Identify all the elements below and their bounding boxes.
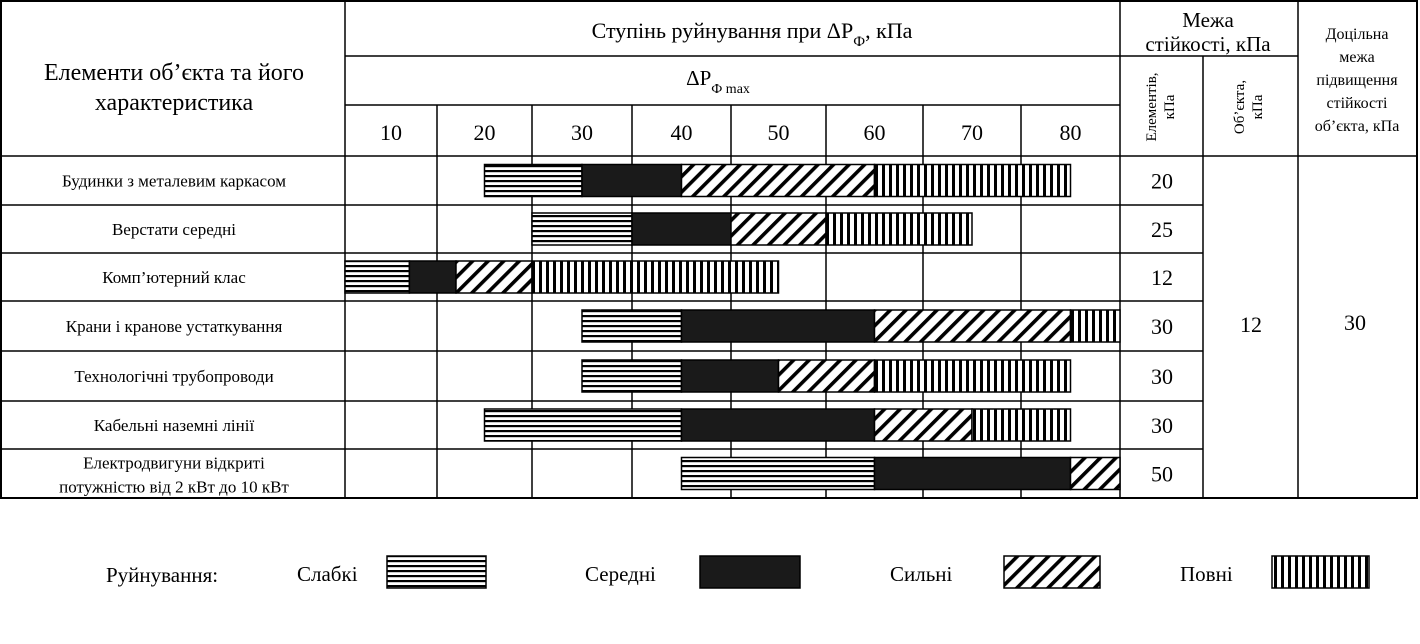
degree-title-main: Ступінь руйнування при ΔР	[592, 18, 854, 43]
bar-segment-weak	[344, 260, 411, 294]
legend-label-weak: Слабкі	[297, 562, 358, 586]
degree-title-unit: , кПа	[865, 18, 913, 43]
target-header-line: об’єкта, кПа	[1315, 118, 1400, 135]
degree-title: Ступінь руйнування при ΔРФ, кПа	[592, 18, 913, 50]
degree-title-sub: Ф	[853, 34, 865, 50]
target-header-line: підвищення	[1316, 72, 1398, 89]
x-tick-label: 70	[961, 120, 983, 145]
limit-header-line2: стійкості, кПа	[1145, 32, 1271, 56]
element-limit-value: 30	[1151, 314, 1173, 339]
bar-segment-weak	[483, 408, 683, 442]
table-row: Комп’ютерний клас 12	[102, 265, 1173, 290]
bar-segments	[344, 163, 1121, 491]
bar-segment-full	[1069, 309, 1121, 343]
element-limit-value: 30	[1151, 413, 1173, 438]
row-label: Комп’ютерний клас	[102, 268, 246, 287]
col-elements-line1: Елементів,	[1144, 72, 1160, 141]
bar-segment-full	[531, 260, 780, 294]
table-row: Будинки з металевим каркасом 20	[62, 169, 1173, 194]
delta-p-sub: Ф max	[711, 82, 750, 97]
x-tick-label: 60	[864, 120, 886, 145]
target-limit-value: 30	[1344, 310, 1366, 335]
table-border	[0, 0, 1418, 499]
data-rows: Будинки з металевим каркасом 20 Верстати с…	[59, 169, 1173, 497]
bar-segment-medium	[873, 456, 1072, 491]
row-label: Верстати середні	[112, 220, 236, 239]
x-tick-label: 10	[380, 120, 402, 145]
bar-segment-full	[825, 212, 973, 246]
bar-segment-strong	[730, 212, 827, 246]
target-header-line: стійкості	[1327, 95, 1389, 112]
table-row: Кабельні наземні лінії 30	[94, 413, 1173, 438]
x-tick-labels: 10 20 30 40 50 60 70 80	[380, 120, 1082, 145]
row-label: Технологічні трубопроводи	[74, 367, 273, 386]
delta-p-main: ΔР	[686, 66, 711, 90]
bar-segment-full	[971, 408, 1072, 442]
limit-header-line1: Межа	[1182, 8, 1234, 32]
x-tick-label: 30	[571, 120, 593, 145]
bar-segment-weak	[581, 359, 683, 393]
bar-segment-full	[873, 163, 1072, 198]
target-column-header: Доцільна межа підвищення стійкості об’єкта, …	[1315, 26, 1400, 135]
bar-segment-medium	[680, 408, 876, 442]
table-row: Технологічні трубопроводи 30	[74, 364, 1173, 389]
elements-column-header: Елементи об’єкта та його характеристика	[44, 60, 304, 116]
element-limit-value: 12	[1151, 265, 1173, 290]
table-row: Верстати середні 25	[112, 217, 1173, 242]
row-label: Кабельні наземні лінії	[94, 416, 255, 435]
legend-swatch-weak	[386, 555, 487, 589]
row-label: Крани і кранове устаткування	[66, 317, 283, 336]
bar-segment-strong	[777, 359, 876, 393]
bar-segment-weak	[581, 309, 683, 343]
elements-header-line1: Елементи об’єкта та його	[44, 60, 304, 86]
legend-swatch-strong	[1003, 555, 1101, 589]
col-elements-line2: кПа	[1162, 94, 1178, 119]
limit-column-header: Межа стійкості, кПа	[1145, 8, 1271, 56]
x-tick-label: 50	[768, 120, 790, 145]
x-tick-label: 80	[1060, 120, 1082, 145]
bar-segment-medium	[408, 260, 457, 294]
elements-header-line2: характеристика	[95, 90, 254, 116]
legend-label-strong: Сильні	[890, 562, 953, 586]
bar-segment-full	[873, 359, 1072, 393]
col-object-header: Об’єкта, кПа	[1232, 80, 1266, 134]
element-limit-value: 30	[1151, 364, 1173, 389]
bar-segment-strong	[873, 309, 1072, 343]
bar-segment-medium	[581, 163, 683, 198]
legend: Руйнування: Слабкі Середні Сильні Повні	[106, 555, 1370, 589]
bar-segment-strong	[873, 408, 973, 442]
bar-segment-weak	[531, 212, 633, 246]
legend-label-medium: Середні	[585, 562, 656, 586]
bar-segment-strong	[1069, 456, 1121, 491]
legend-swatch-full	[1271, 555, 1370, 589]
element-limit-value: 20	[1151, 169, 1173, 194]
bar-segment-medium	[680, 309, 876, 343]
bar-segment-strong	[455, 260, 533, 294]
row-label: Електродвигуни відкриті	[83, 454, 265, 473]
bar-segment-weak	[680, 456, 876, 491]
bar-segment-medium	[680, 359, 780, 393]
legend-label-full: Повні	[1180, 562, 1233, 586]
object-limit-value: 12	[1240, 312, 1262, 337]
delta-p-max: ΔРФ max	[686, 66, 750, 97]
target-header-line: межа	[1339, 49, 1374, 66]
legend-title: Руйнування:	[106, 563, 218, 587]
target-header-line: Доцільна	[1326, 26, 1389, 43]
col-object-line2: кПа	[1250, 94, 1266, 119]
x-tick-label: 40	[671, 120, 693, 145]
element-limit-value: 50	[1151, 462, 1173, 487]
bar-segment-medium	[631, 212, 732, 246]
x-tick-label: 20	[474, 120, 496, 145]
table-row: Електродвигуни відкриті потужністю від 2 …	[59, 454, 1173, 497]
legend-swatch-medium	[699, 555, 801, 589]
row-label: потужністю від 2 кВт до 10 кВт	[59, 478, 289, 497]
row-label: Будинки з металевим каркасом	[62, 172, 286, 191]
table-row: Крани і кранове устаткування 30	[66, 314, 1173, 339]
bar-segment-weak	[483, 163, 583, 198]
col-object-line1: Об’єкта,	[1232, 80, 1248, 134]
element-limit-value: 25	[1151, 217, 1173, 242]
bar-segment-strong	[680, 163, 876, 198]
col-elements-header: Елементів, кПа	[1144, 72, 1178, 141]
